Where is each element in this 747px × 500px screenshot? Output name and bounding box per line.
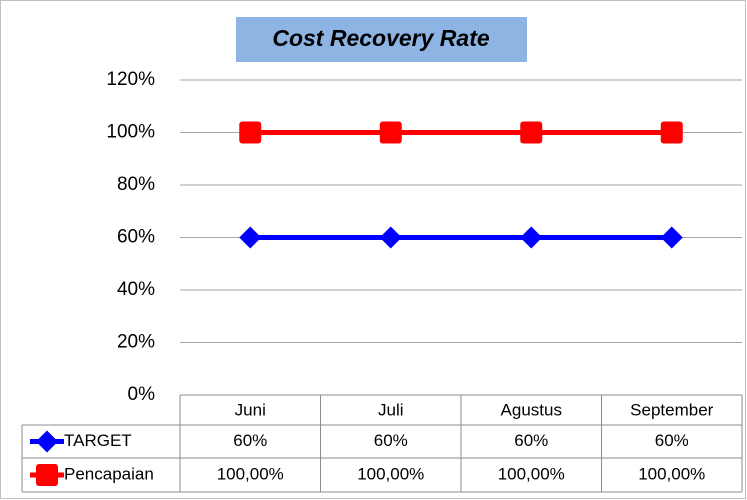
point-marker: [379, 121, 402, 144]
point-marker: [239, 226, 262, 249]
x-tick-label: Juli: [378, 400, 404, 419]
table-value: 60%: [514, 431, 548, 450]
point-marker: [520, 226, 543, 249]
y-tick-label: 120%: [106, 69, 155, 90]
legend-label: TARGET: [64, 431, 132, 450]
x-tick-label: Agustus: [501, 400, 562, 419]
point-marker: [520, 121, 543, 144]
legend-marker: [36, 430, 58, 453]
table-value: 60%: [233, 431, 267, 450]
x-tick-label: Juni: [235, 400, 266, 419]
x-tick-label: September: [630, 400, 713, 419]
y-tick-label: 100%: [106, 122, 155, 143]
point-marker: [379, 226, 402, 249]
y-tick-label: 80%: [117, 174, 155, 195]
title-background: [236, 17, 527, 62]
y-tick-label: 40%: [117, 279, 155, 300]
table-value: 100,00%: [217, 464, 284, 483]
chart-title: Cost Recovery Rate: [272, 25, 490, 51]
y-tick-label: 20%: [117, 332, 155, 353]
table-value: 60%: [374, 431, 408, 450]
y-tick-label: 0%: [128, 384, 156, 405]
table-value: 100,00%: [498, 464, 565, 483]
table-value: 100,00%: [638, 464, 705, 483]
y-tick-label: 60%: [117, 227, 155, 248]
table-value: 60%: [655, 431, 689, 450]
table-value: 100,00%: [357, 464, 424, 483]
legend-marker: [36, 464, 58, 486]
point-marker: [660, 226, 683, 249]
point-marker: [660, 121, 683, 144]
legend-label: Pencapaian: [64, 464, 154, 483]
point-marker: [239, 121, 262, 144]
